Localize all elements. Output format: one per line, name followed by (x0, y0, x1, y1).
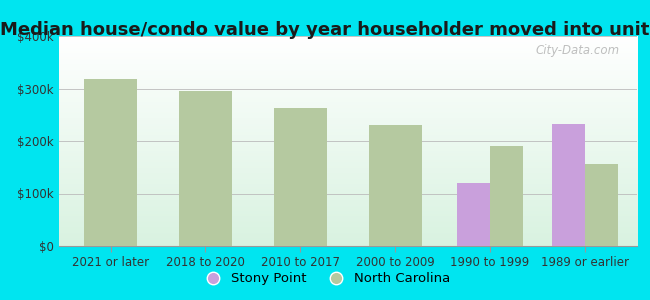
Bar (369, 125, 422, 246)
Text: Median house/condo value by year householder moved into unit: Median house/condo value by year househo… (0, 21, 650, 39)
Bar (84, 79, 137, 246)
Text: City-Data.com: City-Data.com (536, 44, 619, 57)
Bar (274, 108, 327, 246)
Bar (552, 124, 585, 246)
Bar (457, 183, 490, 246)
Bar (490, 146, 523, 246)
Legend: Stony Point, North Carolina: Stony Point, North Carolina (194, 267, 456, 290)
Bar (179, 91, 232, 246)
Bar (585, 164, 618, 246)
